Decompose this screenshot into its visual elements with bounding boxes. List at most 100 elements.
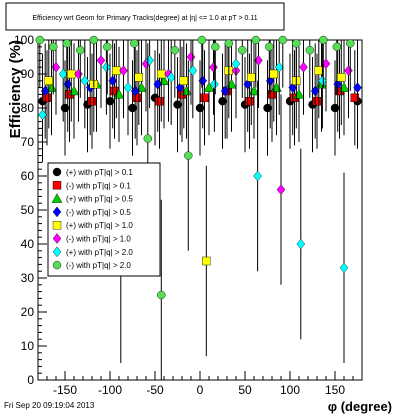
data-point: [38, 109, 47, 121]
data-point: [296, 238, 306, 250]
data-point: [197, 35, 207, 45]
y-tick-label: 90: [21, 67, 35, 81]
data-point: [305, 46, 314, 55]
chart-title-box: [5, 2, 285, 31]
y-tick-label: 10: [21, 339, 35, 353]
data-point: [157, 69, 166, 79]
data-point: [319, 35, 328, 45]
x-tick-label: 150: [325, 383, 345, 397]
data-point: [112, 66, 121, 75]
data-point: [243, 78, 252, 90]
legend-label: (-) with pT|q| > 2.0: [66, 261, 131, 270]
axis-ticks: [37, 39, 363, 381]
x-axis-label: φ (degree): [328, 399, 392, 414]
data-point: [153, 78, 162, 90]
data-point: [253, 170, 262, 182]
data-point: [200, 93, 209, 103]
data-point: [96, 55, 106, 66]
data-point: [108, 75, 117, 87]
legend-marker: [52, 260, 62, 270]
data-point: [350, 93, 359, 103]
data-point: [130, 39, 139, 48]
data-point: [332, 42, 341, 51]
legend-label: (+) with pT|q| > 0.1: [66, 168, 133, 177]
data-point: [58, 68, 68, 80]
data-point: [123, 82, 133, 93]
data-point: [339, 262, 349, 274]
data-point: [188, 65, 198, 76]
data-point: [231, 58, 241, 70]
data-point: [44, 76, 53, 86]
data-point: [292, 39, 301, 48]
data-point: [102, 61, 111, 73]
data-point: [220, 85, 230, 97]
data-point: [238, 46, 247, 55]
data-point: [87, 96, 97, 106]
y-tick-label: 20: [21, 305, 35, 319]
data-point: [67, 69, 76, 79]
x-tick-labels: -150 -100 -50 0 50 100 150: [53, 383, 345, 397]
data-point: [310, 85, 320, 97]
legend-label: (+) with pT|q| > 0.5: [66, 195, 133, 204]
data-point: [210, 78, 219, 90]
data-point: [245, 96, 254, 106]
legend-label: (-) with pT|q| > 1.0: [66, 235, 131, 244]
data-point: [143, 134, 153, 143]
legend: (+) with pT|q| > 0.1 (-) with pT|q| > 0.1…: [51, 167, 133, 270]
y-tick-label: 70: [21, 135, 35, 149]
legend-label: (+) with pT|q| > 1.0: [66, 221, 133, 230]
x-tick-label: -50: [146, 383, 164, 397]
legend-marker: [52, 181, 62, 190]
legend-box: [47, 162, 161, 277]
y-axis-label: Efficiency (%): [7, 40, 24, 138]
legend-marker: [51, 193, 63, 203]
data-point: [62, 39, 72, 48]
legend-marker: [52, 233, 62, 244]
y-tick-label: 30: [21, 271, 35, 285]
data-point: [353, 82, 362, 93]
x-tick-label: -100: [98, 383, 122, 397]
data-point: [35, 35, 44, 45]
data-point: [299, 61, 308, 73]
y-tick-label: 0: [27, 373, 34, 387]
data-point: [211, 42, 220, 51]
data-point: [103, 42, 112, 51]
data-point: [312, 96, 322, 106]
data-point: [119, 65, 128, 76]
data-point: [89, 35, 99, 45]
data-point: [49, 42, 58, 51]
data-point: [179, 76, 189, 86]
data-point: [333, 78, 342, 90]
data-point: [269, 69, 278, 79]
y-tick-labels: 0 10 20 30 40 50 60 70 80 90 100: [14, 33, 34, 387]
data-point: [184, 151, 193, 160]
data-point: [134, 73, 144, 82]
y-tick-label: 50: [21, 203, 35, 217]
data-point: [157, 290, 166, 300]
y-tick-label: 100: [14, 33, 34, 47]
data-point: [155, 96, 164, 106]
y-tick-label: 60: [21, 169, 35, 183]
y-tick-label: 80: [21, 101, 35, 115]
x-tick-label: 50: [238, 383, 252, 397]
data-point: [346, 39, 355, 48]
data-point: [247, 73, 256, 82]
data-point: [265, 75, 275, 87]
chart-title: Efficiency wrt Geom for Primary Tracks(d…: [32, 15, 257, 22]
data-point: [63, 78, 72, 90]
data-point: [203, 82, 215, 92]
legend-marker: [52, 246, 62, 258]
data-point: [337, 73, 346, 82]
data-point: [278, 35, 287, 45]
legend-marker: [52, 206, 62, 218]
legend-label: (-) with pT|q| > 0.5: [66, 208, 131, 217]
footer-timestamp: Fri Sep 20 09:19:04 2013: [4, 401, 95, 410]
y-tick-label: 40: [21, 237, 35, 251]
data-point: [274, 61, 284, 73]
legend-label: (+) with pT|q| > 2.0: [66, 248, 133, 257]
data-point: [130, 85, 140, 97]
data-point: [175, 82, 185, 93]
data-point: [251, 35, 261, 45]
legend-label: (-) with pT|q| > 0.1: [66, 181, 131, 190]
